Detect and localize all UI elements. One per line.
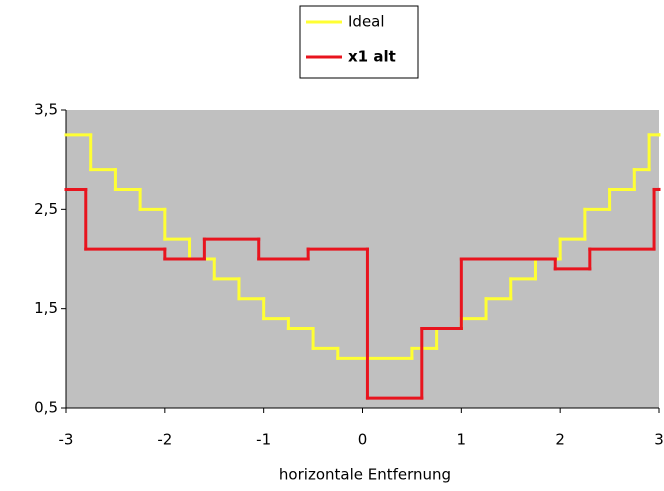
legend-label: Ideal: [348, 13, 385, 31]
legend-label: x1 alt: [348, 48, 396, 66]
y-tick-label: 1,5: [34, 299, 58, 317]
plot-area: [66, 110, 659, 408]
x-tick-label: -3: [59, 431, 74, 449]
y-tick-label: 2,5: [34, 200, 58, 218]
x-axis-label: horizontale Entfernung: [279, 466, 451, 484]
x-tick-label: -2: [157, 431, 172, 449]
x-tick-label: 1: [457, 431, 467, 449]
x-tick-label: 3: [654, 431, 664, 449]
x-tick-label: 0: [358, 431, 368, 449]
legend-box: [299, 5, 419, 79]
y-tick-label: 3,5: [34, 101, 58, 119]
y-tick-label: 0,5: [34, 399, 58, 417]
x-tick-label: 2: [555, 431, 565, 449]
x-tick-label: -1: [256, 431, 271, 449]
